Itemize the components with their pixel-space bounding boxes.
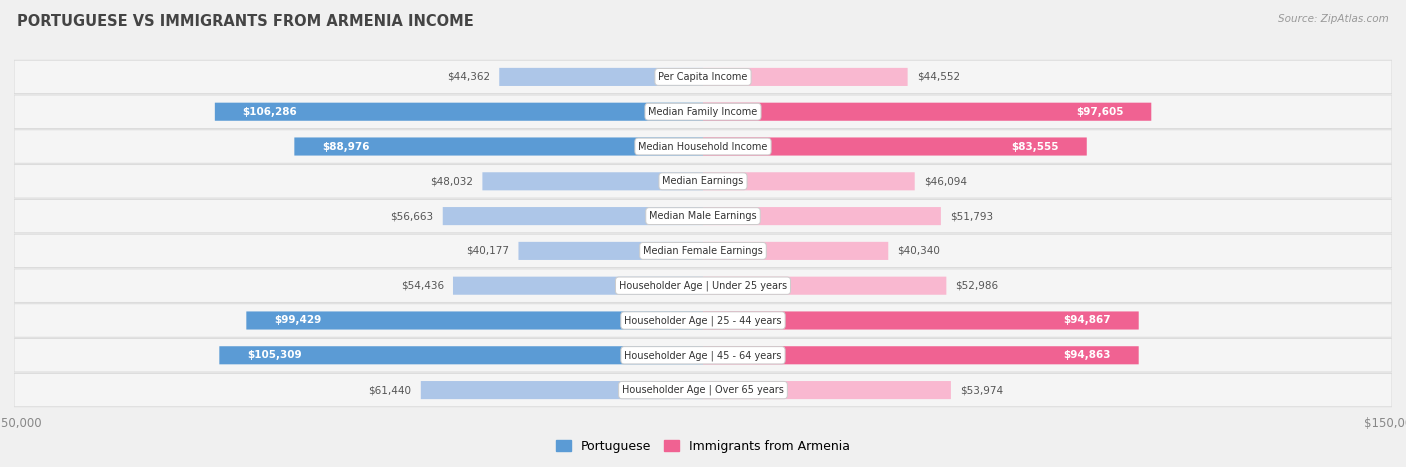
FancyBboxPatch shape [703, 276, 946, 295]
FancyBboxPatch shape [14, 339, 1392, 372]
FancyBboxPatch shape [482, 172, 703, 191]
Legend: Portuguese, Immigrants from Armenia: Portuguese, Immigrants from Armenia [551, 435, 855, 458]
Text: $94,863: $94,863 [1064, 350, 1111, 360]
Text: $51,793: $51,793 [950, 211, 993, 221]
Text: $94,867: $94,867 [1063, 316, 1111, 325]
FancyBboxPatch shape [703, 172, 915, 191]
Text: $53,974: $53,974 [960, 385, 1004, 395]
FancyBboxPatch shape [703, 381, 950, 399]
FancyBboxPatch shape [703, 137, 1087, 156]
FancyBboxPatch shape [14, 234, 1392, 268]
FancyBboxPatch shape [703, 346, 1139, 364]
FancyBboxPatch shape [14, 164, 1392, 198]
FancyBboxPatch shape [703, 103, 1152, 121]
FancyBboxPatch shape [14, 60, 1392, 93]
Text: Median Family Income: Median Family Income [648, 107, 758, 117]
Text: $56,663: $56,663 [391, 211, 433, 221]
FancyBboxPatch shape [703, 68, 908, 86]
Text: $61,440: $61,440 [368, 385, 412, 395]
FancyBboxPatch shape [703, 311, 1139, 330]
Text: $44,362: $44,362 [447, 72, 491, 82]
FancyBboxPatch shape [420, 381, 703, 399]
Text: $97,605: $97,605 [1076, 107, 1123, 117]
FancyBboxPatch shape [219, 346, 703, 364]
Text: $40,340: $40,340 [897, 246, 941, 256]
Text: Per Capita Income: Per Capita Income [658, 72, 748, 82]
Text: $40,177: $40,177 [467, 246, 509, 256]
FancyBboxPatch shape [215, 103, 703, 121]
FancyBboxPatch shape [14, 130, 1392, 163]
Text: $106,286: $106,286 [242, 107, 297, 117]
Text: $105,309: $105,309 [247, 350, 301, 360]
Text: $54,436: $54,436 [401, 281, 444, 290]
Text: $88,976: $88,976 [322, 142, 370, 151]
FancyBboxPatch shape [14, 374, 1392, 407]
Text: Householder Age | 45 - 64 years: Householder Age | 45 - 64 years [624, 350, 782, 361]
FancyBboxPatch shape [246, 311, 703, 330]
FancyBboxPatch shape [519, 242, 703, 260]
FancyBboxPatch shape [14, 269, 1392, 303]
Text: $44,552: $44,552 [917, 72, 960, 82]
Text: $83,555: $83,555 [1012, 142, 1059, 151]
FancyBboxPatch shape [703, 207, 941, 225]
Text: Median Earnings: Median Earnings [662, 177, 744, 186]
Text: Median Female Earnings: Median Female Earnings [643, 246, 763, 256]
FancyBboxPatch shape [703, 242, 889, 260]
Text: Median Male Earnings: Median Male Earnings [650, 211, 756, 221]
Text: Source: ZipAtlas.com: Source: ZipAtlas.com [1278, 14, 1389, 24]
FancyBboxPatch shape [14, 304, 1392, 337]
FancyBboxPatch shape [294, 137, 703, 156]
Text: $99,429: $99,429 [274, 316, 321, 325]
Text: $52,986: $52,986 [956, 281, 998, 290]
Text: $46,094: $46,094 [924, 177, 967, 186]
FancyBboxPatch shape [453, 276, 703, 295]
Text: Householder Age | Under 25 years: Householder Age | Under 25 years [619, 281, 787, 291]
Text: Householder Age | 25 - 44 years: Householder Age | 25 - 44 years [624, 315, 782, 326]
Text: $48,032: $48,032 [430, 177, 474, 186]
Text: Median Household Income: Median Household Income [638, 142, 768, 151]
Text: PORTUGUESE VS IMMIGRANTS FROM ARMENIA INCOME: PORTUGUESE VS IMMIGRANTS FROM ARMENIA IN… [17, 14, 474, 29]
FancyBboxPatch shape [14, 199, 1392, 233]
FancyBboxPatch shape [443, 207, 703, 225]
FancyBboxPatch shape [499, 68, 703, 86]
Text: Householder Age | Over 65 years: Householder Age | Over 65 years [621, 385, 785, 396]
FancyBboxPatch shape [14, 95, 1392, 128]
